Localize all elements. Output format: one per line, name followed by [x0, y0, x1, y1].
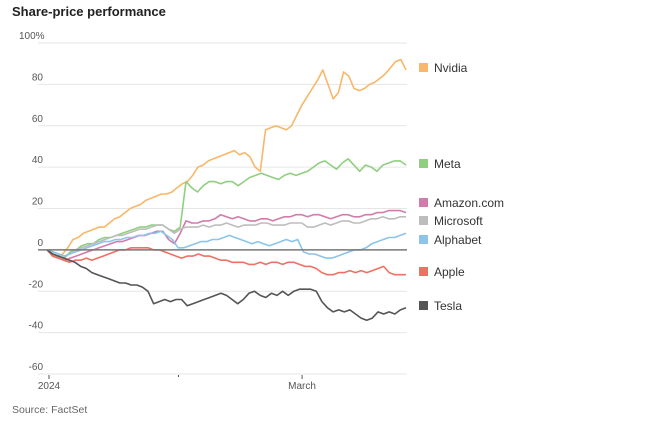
source-note: Source: FactSet: [12, 404, 88, 416]
x-tick-label: March: [288, 381, 316, 392]
legend-label: Nvidia: [434, 61, 468, 75]
legend-item: Microsoft: [419, 214, 483, 228]
y-tick-label: -20: [29, 279, 44, 290]
legend-label: Microsoft: [434, 214, 483, 228]
legend-swatch: [419, 216, 428, 225]
legend-label: Amazon.com: [434, 196, 504, 210]
y-tick-label: 80: [32, 72, 44, 83]
series-line-apple: [46, 247, 406, 276]
legend-label: Alphabet: [434, 233, 482, 247]
series-line-amazoncom: [46, 209, 407, 262]
legend-swatch: [419, 198, 428, 207]
legend-item: Alphabet: [419, 233, 482, 247]
legend-item: Tesla: [419, 299, 462, 313]
y-axis-ticks: 100% 80 60 40 20 0 -20 -40 -60: [19, 31, 45, 373]
series-line-nvidia: [46, 58, 407, 257]
y-tick-label: 100%: [19, 31, 45, 42]
legend-swatch: [419, 301, 428, 310]
legend-label: Tesla: [434, 299, 462, 313]
legend-label: Apple: [434, 265, 465, 279]
legend-swatch: [419, 159, 428, 168]
y-tick-label: 60: [32, 114, 44, 125]
legend-item: Nvidia: [419, 61, 468, 75]
y-tick-label: 0: [37, 238, 43, 249]
legend: Nvidia Meta Amazon.com Microsoft Alphabet App…: [419, 61, 504, 313]
x-tick-label: 2024: [38, 381, 61, 392]
legend-item: Amazon.com: [419, 196, 504, 210]
series-line-alphabet: [46, 230, 407, 259]
y-tick-label: -40: [29, 321, 44, 332]
series-line-tesla: [46, 249, 407, 322]
legend-swatch: [419, 235, 428, 244]
y-tick-label: -60: [29, 362, 44, 373]
legend-swatch: [419, 63, 428, 72]
legend-item: Apple: [419, 265, 465, 279]
gridlines: [38, 42, 407, 375]
series-line-meta: [46, 158, 407, 259]
series-lines: [46, 58, 407, 322]
legend-label: Meta: [434, 157, 461, 171]
chart-title: Share-price performance: [12, 4, 166, 19]
legend-item: Meta: [419, 157, 461, 171]
legend-swatch: [419, 267, 428, 276]
y-tick-label: 40: [32, 155, 44, 166]
series-line-microsoft: [46, 216, 406, 257]
y-tick-label: 20: [32, 197, 44, 208]
x-axis-ticks: 2024 March: [38, 375, 316, 392]
